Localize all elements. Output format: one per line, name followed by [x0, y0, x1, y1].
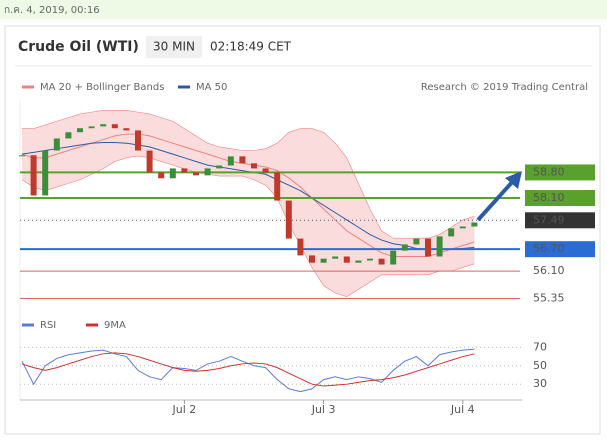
- candle: [390, 250, 397, 265]
- candle: [227, 156, 234, 166]
- x-tick-label: Jul 4: [450, 403, 475, 416]
- candle: [471, 222, 478, 227]
- candle: [297, 238, 304, 256]
- y-tick-label: 50: [533, 359, 547, 372]
- rsi-line: [21, 352, 475, 387]
- candle: [355, 260, 362, 263]
- x-tick-label: Jul 2: [172, 403, 197, 416]
- candle: [123, 128, 130, 131]
- y-tick-label: 70: [533, 340, 547, 353]
- candle: [146, 150, 153, 173]
- candle: [158, 172, 165, 179]
- candle: [181, 168, 188, 173]
- candle: [413, 238, 420, 245]
- candle: [19, 155, 25, 157]
- level-box: [525, 164, 595, 181]
- ma20-line: [21, 133, 475, 257]
- candle: [77, 128, 83, 133]
- credit: Research © 2019 Trading Central: [421, 82, 588, 93]
- candle: [251, 163, 257, 169]
- bollinger-upper: [22, 110, 475, 239]
- candle: [378, 258, 385, 265]
- level-label: 58.80: [533, 165, 565, 178]
- candle: [53, 138, 60, 151]
- candle: [42, 150, 49, 196]
- candle: [111, 124, 118, 129]
- candle: [65, 132, 72, 139]
- legend-label: RSI: [40, 320, 56, 331]
- candle: [309, 255, 315, 263]
- candle: [216, 165, 223, 169]
- candle: [100, 124, 107, 127]
- legend-label: 9MA: [104, 320, 126, 331]
- candle: [30, 155, 37, 196]
- candle: [285, 200, 292, 239]
- level-box: [525, 190, 595, 207]
- legend-label: MA 20 + Bollinger Bands: [40, 82, 164, 93]
- level-label: 56.70: [533, 242, 565, 255]
- candle: [332, 256, 339, 259]
- level-label: 55.35: [533, 292, 565, 305]
- candle: [448, 228, 455, 237]
- candle: [204, 168, 211, 176]
- level-label: 57.49: [533, 213, 565, 226]
- candle: [343, 256, 350, 263]
- candle: [135, 130, 141, 151]
- candle: [425, 238, 431, 257]
- level-box: [525, 212, 595, 229]
- level-label: 56.10: [533, 264, 565, 277]
- candle: [274, 172, 281, 201]
- arrow-head: [505, 171, 522, 189]
- candle: [367, 258, 373, 261]
- arrow-shaft: [476, 178, 516, 222]
- level-label: 58.10: [533, 191, 565, 204]
- candle: [169, 168, 176, 179]
- x-tick-label: Jul 3: [311, 403, 336, 416]
- legend-label: MA 50: [196, 82, 227, 93]
- plot: 58.80 58.10 57.49 56.70 56.10 55.35 Jul 2 Jul 3…: [19, 82, 595, 416]
- candle: [436, 236, 443, 257]
- level-box: [525, 241, 595, 258]
- y-tick-label: 30: [533, 377, 547, 390]
- interval: 30 MIN: [153, 40, 195, 54]
- timestamp: ก.ค. 4, 2019, 00:16: [4, 5, 100, 16]
- candle: [239, 156, 246, 164]
- candle: [262, 168, 269, 173]
- candle: [193, 172, 199, 176]
- chart-title: Crude Oil (WTI): [18, 39, 139, 55]
- clock: 02:18:49 CET: [210, 40, 292, 54]
- interval-box: [146, 36, 202, 58]
- candle: [401, 244, 408, 251]
- candle: [459, 226, 466, 229]
- candle: [320, 258, 327, 263]
- top-bar: [0, 0, 607, 19]
- candle: [88, 126, 95, 129]
